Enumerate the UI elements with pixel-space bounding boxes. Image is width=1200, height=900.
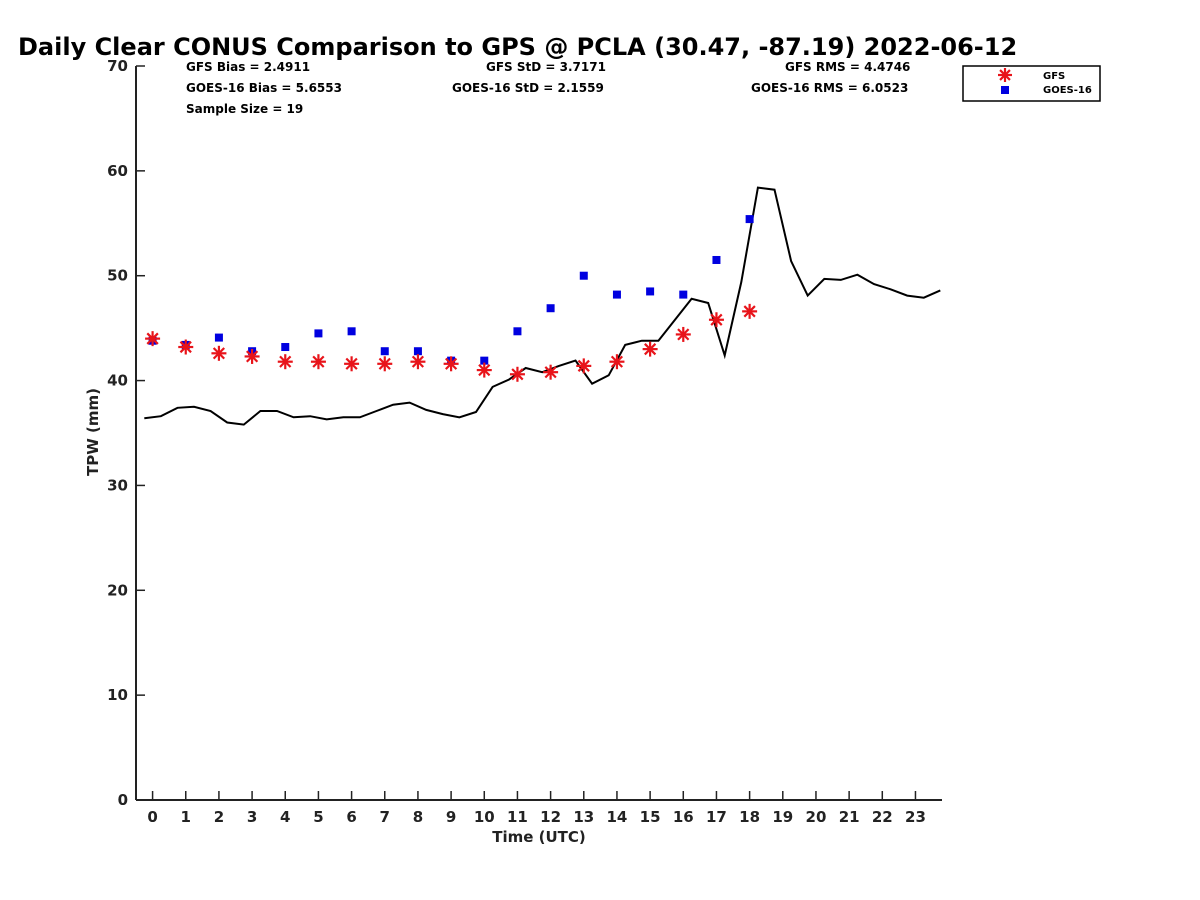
goes16-series — [148, 215, 754, 365]
chart-title: Daily Clear CONUS Comparison to GPS @ PC… — [18, 33, 1017, 61]
x-tick-label: 1 — [181, 808, 191, 826]
goes16-point — [380, 347, 389, 356]
gps-series — [144, 186, 941, 426]
x-tick-label: 23 — [905, 808, 926, 826]
stat-goes-std: GOES-16 StD = 2.1559 — [452, 81, 604, 95]
stat-gfs-std: GFS StD = 3.7171 — [486, 60, 606, 74]
x-tick-label: 2 — [214, 808, 224, 826]
x-axis-label: Time (UTC) — [492, 828, 586, 846]
gfs-point — [178, 339, 194, 355]
goes16-point — [679, 290, 688, 299]
gfs-point — [642, 341, 658, 357]
x-tick-label: 14 — [607, 808, 628, 826]
stat-sample-size: Sample Size = 19 — [186, 102, 303, 116]
goes16-point — [712, 255, 721, 264]
legend-gfs-label: GFS — [1043, 71, 1065, 82]
gfs-point — [344, 356, 360, 372]
gfs-point — [675, 326, 691, 342]
goes16-point — [281, 343, 290, 352]
stats-block: GFS Bias = 2.4911 GOES-16 Bias = 5.6553 … — [186, 60, 910, 116]
gfs-point — [310, 354, 326, 370]
x-tick-label: 12 — [540, 808, 561, 826]
legend: GFS GOES-16 — [962, 65, 1101, 102]
stat-goes-bias: GOES-16 Bias = 5.6553 — [186, 81, 342, 95]
stat-gfs-bias: GFS Bias = 2.4911 — [186, 60, 310, 74]
x-tick-label: 3 — [247, 808, 257, 826]
x-tick-label: 9 — [446, 808, 456, 826]
gfs-point — [543, 364, 559, 380]
y-tick-label: 40 — [107, 372, 128, 390]
legend-goes16-square — [1001, 86, 1009, 94]
y-tick-label: 60 — [107, 162, 128, 180]
x-tick-label: 11 — [507, 808, 528, 826]
y-tick-label: 50 — [107, 267, 128, 285]
x-tick-label: 13 — [573, 808, 594, 826]
goes16-point — [513, 327, 522, 336]
gfs-point — [377, 356, 393, 372]
x-tick-label: 0 — [147, 808, 157, 826]
gfs-point — [576, 358, 592, 374]
legend-box — [962, 65, 1101, 102]
goes16-point — [413, 347, 422, 356]
goes16-point — [745, 215, 754, 224]
gfs-point — [609, 354, 625, 370]
stat-gfs-rms: GFS RMS = 4.4746 — [785, 60, 910, 74]
goes16-point — [214, 333, 223, 342]
x-tick-label: 15 — [640, 808, 661, 826]
gfs-point — [244, 348, 260, 364]
goes16-point — [646, 287, 655, 296]
goes16-point — [612, 290, 621, 299]
x-tick-label: 8 — [413, 808, 423, 826]
goes16-point — [546, 304, 555, 313]
legend-goes16-label: GOES-16 — [1043, 85, 1092, 96]
gfs-point — [145, 331, 161, 347]
y-tick-label: 10 — [107, 686, 128, 704]
x-tick-label: 19 — [772, 808, 793, 826]
gfs-point — [277, 354, 293, 370]
x-tick-label: 7 — [380, 808, 390, 826]
goes16-point — [579, 271, 588, 280]
gfs-series — [145, 303, 758, 382]
gfs-point — [742, 303, 758, 319]
x-tick-label: 16 — [673, 808, 694, 826]
gfs-point — [708, 312, 724, 328]
x-tick-label: 5 — [313, 808, 323, 826]
gps-line — [144, 186, 941, 426]
gfs-point — [211, 345, 227, 361]
legend-gfs-marker — [998, 68, 1012, 82]
goes16-point — [314, 329, 323, 338]
x-tick-label: 21 — [839, 808, 860, 826]
stat-goes-rms: GOES-16 RMS = 6.0523 — [751, 81, 908, 95]
gfs-point — [410, 354, 426, 370]
y-tick-label: 0 — [118, 791, 128, 809]
x-tick-label: 10 — [474, 808, 495, 826]
x-tick-label: 20 — [806, 808, 827, 826]
x-tick-label: 17 — [706, 808, 727, 826]
gfs-point — [476, 362, 492, 378]
gfs-point — [509, 366, 525, 382]
x-tick-label: 22 — [872, 808, 893, 826]
y-tick-label: 70 — [107, 57, 128, 75]
y-tick-label: 30 — [107, 476, 128, 494]
goes16-point — [480, 356, 489, 365]
y-tick-label: 20 — [107, 581, 128, 599]
legend-goes16-marker — [1001, 86, 1009, 94]
gfs-point — [443, 356, 459, 372]
x-tick-label: 6 — [346, 808, 356, 826]
legend-gfs-asterisk — [998, 68, 1012, 82]
y-axis-label: TPW (mm) — [84, 388, 102, 476]
x-tick-label: 18 — [739, 808, 760, 826]
goes16-point — [347, 327, 356, 336]
x-tick-label: 4 — [280, 808, 290, 826]
